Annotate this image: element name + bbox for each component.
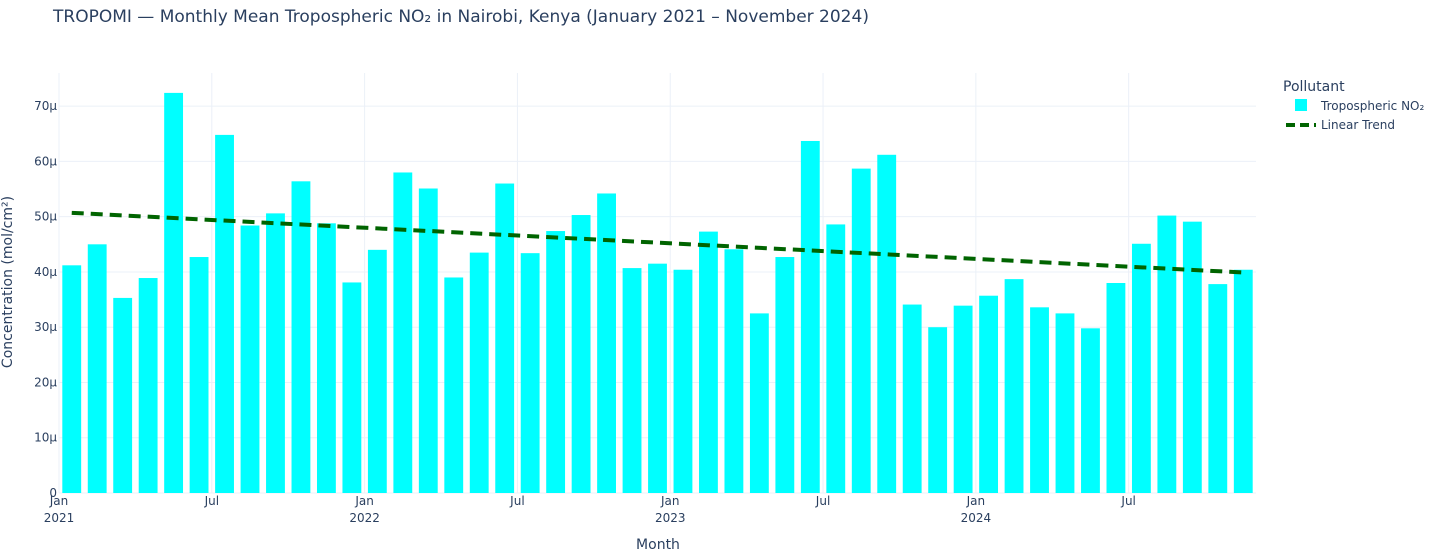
- y-axis-title: Concentration (mol/cm²): [0, 196, 16, 368]
- bar-2023-10: [902, 304, 922, 493]
- bar-2023-01: [673, 269, 693, 493]
- x-tick: Jul: [815, 494, 830, 508]
- legend-label-trend: Linear Trend: [1321, 118, 1395, 132]
- bar-2023-07: [826, 224, 846, 493]
- x-axis-title: Month: [636, 537, 680, 553]
- x-tick-year-label: 2023: [655, 511, 686, 525]
- y-tick-label: 20μ: [34, 375, 57, 389]
- bar-2021-04: [138, 278, 158, 493]
- bar-2022-03: [418, 188, 438, 493]
- legend-label-no2: Tropospheric NO₂: [1320, 99, 1424, 113]
- trend-line: [71, 210, 1244, 275]
- bar-2021-11: [316, 223, 336, 493]
- x-tick-label: Jan: [660, 494, 680, 508]
- bar-2023-12: [953, 305, 973, 493]
- x-tick: Jul: [509, 494, 524, 508]
- x-tick: Jul: [204, 494, 219, 508]
- bar-2024-01: [979, 295, 999, 493]
- x-tick: Jan 2022: [349, 494, 380, 525]
- x-tick-label: Jul: [204, 494, 219, 508]
- bar-2024-05: [1081, 328, 1100, 493]
- bar-2024-07: [1131, 243, 1151, 493]
- y-tick-label: 10μ: [34, 431, 57, 445]
- bar-2023-08: [851, 168, 871, 493]
- bar-2021-10: [291, 181, 311, 493]
- bar-2021-07: [215, 134, 234, 494]
- bar-2024-08: [1157, 215, 1177, 493]
- x-tick: Jul: [1120, 494, 1135, 508]
- bar-2023-05: [775, 257, 795, 493]
- bar-2024-06: [1106, 283, 1126, 493]
- legend-title: Pollutant: [1283, 79, 1345, 95]
- chart-title: TROPOMI — Monthly Mean Tropospheric NO₂ …: [53, 7, 869, 27]
- y-tick-label: 30μ: [34, 320, 57, 334]
- bars: [62, 92, 1253, 494]
- x-tick-year-label: 2021: [44, 511, 75, 525]
- x-tick-label: Jul: [1120, 494, 1135, 508]
- bar-2022-12: [648, 263, 667, 493]
- bar-2021-03: [113, 297, 133, 493]
- legend: Pollutant Tropospheric NO₂ Linear Trend: [1283, 79, 1424, 132]
- bar-2022-05: [469, 252, 489, 493]
- x-tick: Jan 2024: [961, 494, 992, 525]
- bar-2023-02: [699, 231, 718, 493]
- bar-2021-02: [87, 244, 107, 493]
- bar-2022-04: [444, 277, 464, 493]
- y-axis-ticks: 0 10μ 20μ 30μ 40μ 50μ 60μ 70μ: [34, 99, 57, 500]
- bar-2021-01: [62, 265, 82, 493]
- bar-2024-04: [1055, 313, 1075, 493]
- x-tick-year-label: 2022: [349, 511, 380, 525]
- bar-2023-04: [749, 313, 769, 493]
- y-tick-label: 0: [49, 486, 57, 500]
- y-tick-label: 60μ: [34, 154, 57, 168]
- x-tick-year-label: 2024: [961, 511, 992, 525]
- bar-2023-03: [724, 249, 744, 493]
- y-tick-label: 50μ: [34, 210, 57, 224]
- bar-2021-12: [342, 282, 362, 493]
- bar-2022-07: [520, 253, 540, 493]
- bar-2024-02: [1004, 279, 1024, 493]
- bar-2024-09: [1182, 221, 1202, 493]
- y-tick-label: 40μ: [34, 265, 57, 279]
- legend-swatch-no2: [1295, 99, 1307, 111]
- y-tick-label: 70μ: [34, 99, 57, 113]
- bar-2022-08: [546, 231, 566, 494]
- x-tick-label: Jan: [354, 494, 374, 508]
- bar-2021-09: [266, 213, 285, 494]
- bar-2024-11: [1233, 269, 1253, 493]
- bar-2021-08: [240, 225, 260, 494]
- x-tick: Jan 2023: [655, 494, 686, 525]
- bar-2023-11: [928, 327, 948, 493]
- bar-2022-10: [597, 193, 616, 493]
- x-tick: Jan 2021: [44, 494, 75, 525]
- bar-2023-06: [800, 140, 820, 493]
- bar-2021-05: [164, 92, 184, 493]
- bar-2022-09: [571, 215, 591, 494]
- bar-2023-09: [877, 154, 897, 493]
- bar-2024-10: [1208, 284, 1228, 493]
- trend-line-layer: [71, 210, 1244, 275]
- x-tick-label: Jan: [966, 494, 986, 508]
- x-tick-label: Jul: [509, 494, 524, 508]
- x-axis-ticks: Jan 2021 Jul Jan 2022 Jul Jan 2023 Jul Jan 2024 Jul: [44, 494, 1136, 525]
- bar-2022-06: [495, 183, 515, 494]
- x-tick-label: Jul: [815, 494, 830, 508]
- bar-2022-11: [622, 268, 642, 493]
- x-tick-label: Jan: [49, 494, 69, 508]
- bar-2021-06: [189, 257, 209, 493]
- bar-2022-01: [367, 249, 387, 493]
- bar-2024-03: [1030, 307, 1049, 493]
- bar-2022-02: [393, 172, 413, 493]
